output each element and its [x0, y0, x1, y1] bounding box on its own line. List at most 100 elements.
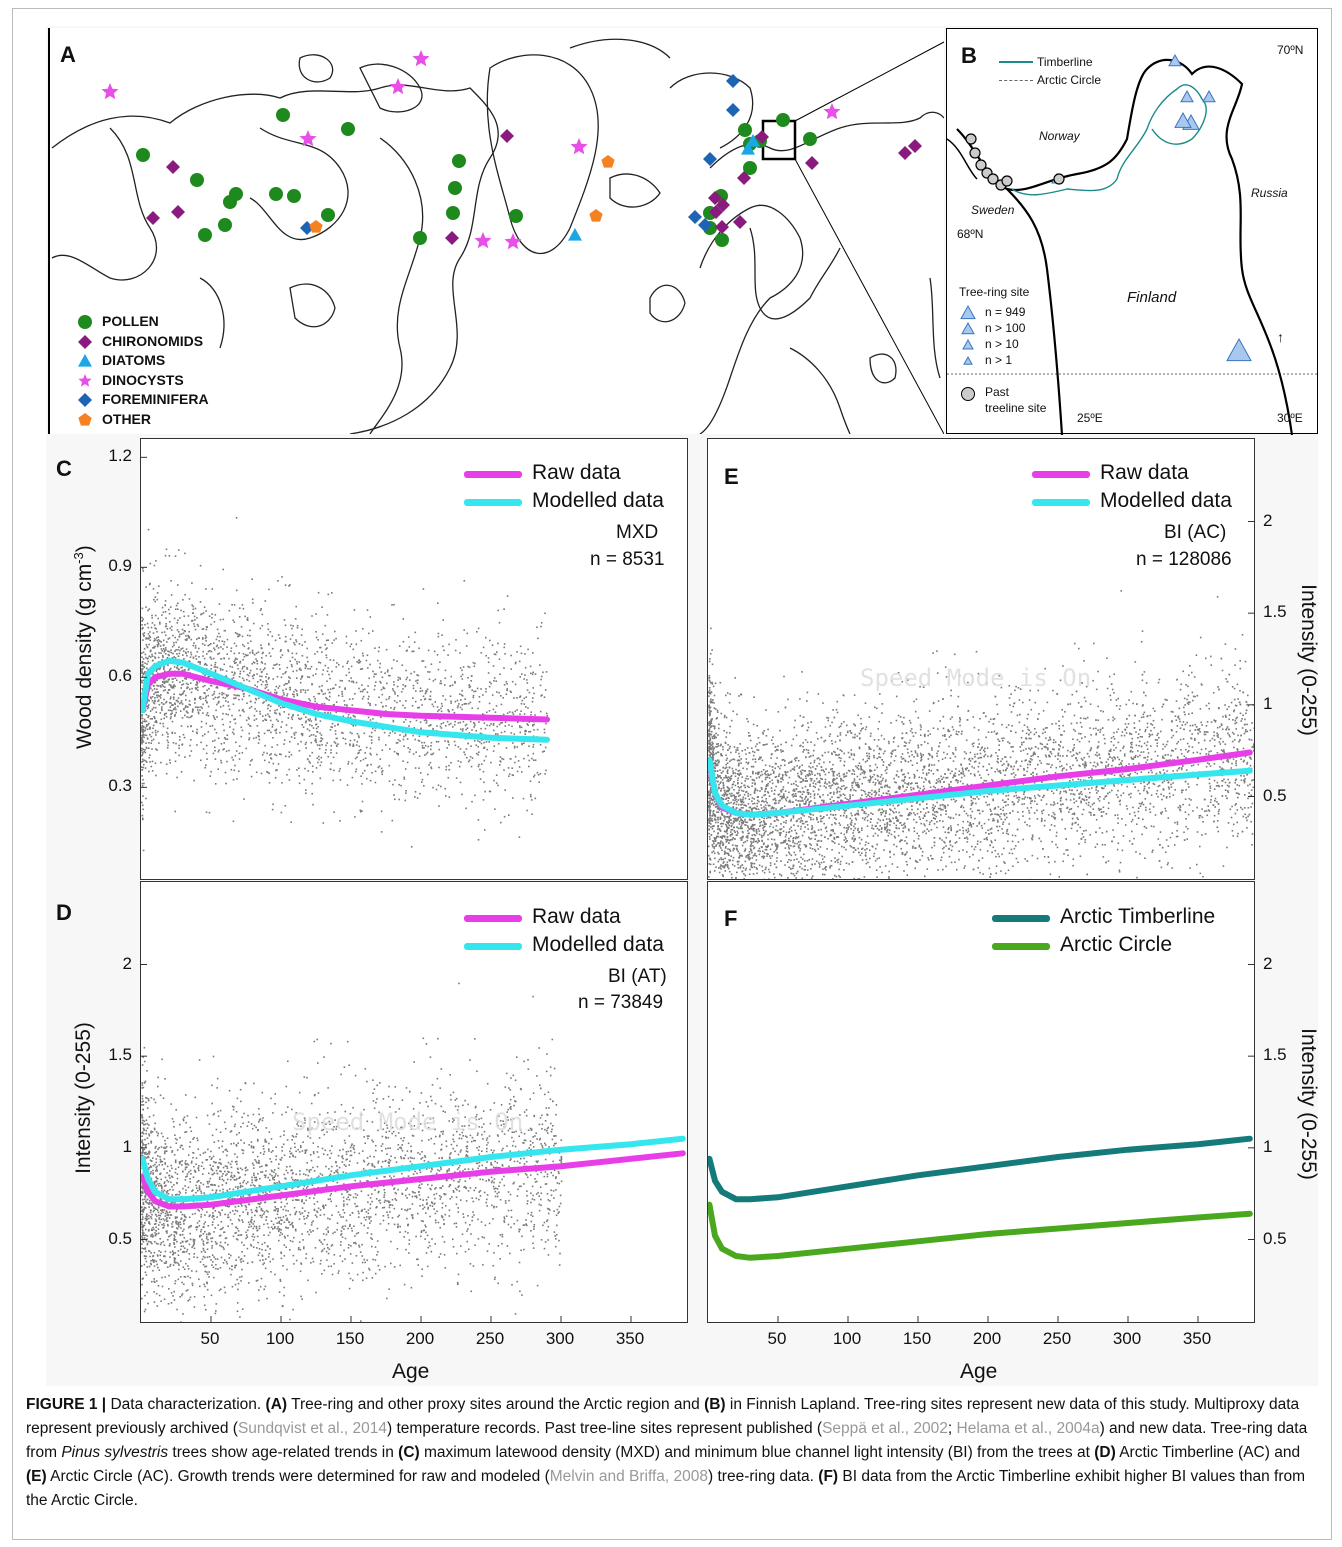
f-circle-legend-label: Arctic Circle — [1060, 933, 1173, 956]
past-site-label-1: Past — [985, 385, 1010, 399]
x-tick-label: 300 — [1112, 1329, 1142, 1348]
c-n-label: n = 8531 — [590, 549, 665, 570]
x-tick-label: 200 — [405, 1329, 435, 1348]
norway-label: Norway — [1039, 129, 1080, 143]
e-raw-legend-label: Raw data — [1100, 461, 1189, 484]
y-tick-label: 1.5 — [1263, 1045, 1287, 1065]
chart-e-svg — [708, 521, 1254, 879]
circle-marker — [287, 189, 301, 203]
panel-e-plot — [707, 438, 1255, 880]
diamond-marker — [78, 393, 92, 408]
y-tick-label: 0.6 — [108, 666, 132, 686]
x-tick-label: 200 — [972, 1329, 1002, 1348]
diamond-marker — [708, 191, 722, 205]
star-marker — [570, 138, 588, 155]
circle-marker — [136, 148, 150, 162]
d-y-axis-title: Intensity (0-255) — [72, 1022, 95, 1174]
pentagon-marker — [309, 220, 323, 233]
panel-e-letter: E — [724, 464, 739, 489]
panel-c-plot — [140, 438, 688, 880]
x-tick-label: 350 — [615, 1329, 645, 1348]
diatoms-legend-icon — [78, 354, 92, 367]
diamond-marker — [688, 210, 702, 224]
size-legend-label: n > 10 — [985, 337, 1019, 351]
circle-marker — [78, 315, 92, 329]
star-marker — [474, 232, 492, 249]
y-tick-label: 0.5 — [108, 1228, 132, 1248]
f-timberline-legend-line — [992, 915, 1050, 922]
finland-label: Finland — [1127, 289, 1177, 306]
panel-b-map: B Timberline Arctic Circle 70ºN 68ºN 25º… — [946, 28, 1319, 436]
legend-label-pollen: POLLEN — [102, 313, 159, 329]
legend-label-diatoms: DIATOMS — [102, 352, 166, 369]
d-x-axis-title: Age — [392, 1360, 430, 1383]
past-treeline-site-marker — [969, 147, 981, 159]
circle-marker — [776, 113, 790, 127]
circle-marker — [448, 181, 462, 195]
diamond-marker — [737, 171, 751, 185]
other-legend-icon — [78, 413, 92, 426]
y-tick-label: 0.3 — [108, 776, 132, 796]
past-treeline-site-marker — [1053, 173, 1065, 185]
tree-ring-site-marker — [1202, 89, 1216, 103]
circle-marker — [321, 208, 335, 222]
pentagon-marker — [78, 413, 92, 426]
diamond-marker — [703, 152, 717, 166]
citation-link[interactable]: Seppä et al., 2002 — [822, 1420, 948, 1437]
circle-marker — [198, 228, 212, 242]
legend-label-foreminifera: FOREMINIFERA — [102, 391, 209, 408]
diamond-marker — [166, 160, 180, 174]
e-modelled-legend-line — [1032, 499, 1090, 506]
y-tick-label: 1 — [1263, 1136, 1273, 1156]
c-raw-legend-label: Raw data — [532, 461, 621, 484]
north-arrow-icon: ↑ — [1277, 329, 1284, 345]
site-size-legend-icon — [961, 321, 975, 335]
citation-link[interactable]: Melvin and Briffa, 2008 — [549, 1468, 709, 1485]
figure-caption: FIGURE 1 | Data characterization. (A) Tr… — [26, 1396, 1308, 1509]
d-raw-legend-label: Raw data — [532, 905, 621, 928]
citation-link[interactable]: Sundqvist et al., 2014 — [237, 1420, 388, 1437]
e-modelled-legend-label: Modelled data — [1100, 489, 1232, 512]
timberline-legend-label: Timberline — [1037, 55, 1093, 69]
circle-marker — [341, 122, 355, 136]
circle-marker — [276, 108, 290, 122]
diamond-marker — [755, 130, 769, 144]
panel-f-plot — [707, 881, 1255, 1323]
tree-ring-site-marker — [1174, 111, 1192, 128]
diamond-marker — [726, 74, 740, 88]
russia-label: Russia — [1251, 186, 1288, 200]
x-tick-label: 300 — [545, 1329, 575, 1348]
y-tick-label: 0.5 — [1263, 785, 1287, 805]
circle-marker — [738, 123, 752, 137]
diamond-marker — [908, 139, 922, 153]
y-tick-label: 0.9 — [108, 556, 132, 576]
series-line — [141, 657, 550, 743]
e-y-axis-title: Intensity (0-255) — [1297, 584, 1320, 736]
tree-ring-site-label: Tree-ring site — [959, 285, 1030, 299]
circle-marker — [413, 231, 427, 245]
panel-c-letter: C — [56, 456, 72, 481]
d-watermark: Speed Mode is On — [292, 1108, 524, 1136]
panel-d-letter: D — [56, 900, 72, 925]
citation-link[interactable]: Helama et al., 2004a — [956, 1420, 1100, 1437]
panel-b-letter: B — [961, 43, 977, 68]
triangle-marker — [78, 354, 92, 367]
lat-70-label: 70ºN — [1277, 43, 1304, 57]
panel-a-map: A POLLEN CHIRONOMIDS DIATOMS DINOCYSTS FOREM… — [48, 28, 945, 435]
x-tick-label: 100 — [265, 1329, 295, 1348]
site-size-legend-icon — [962, 338, 974, 350]
star-marker — [78, 373, 92, 387]
star-marker — [101, 83, 119, 100]
y-tick-label: 1 — [122, 1136, 132, 1156]
c-raw-legend-line — [464, 471, 522, 478]
circle-marker — [509, 209, 523, 223]
pollen-legend-icon — [78, 315, 92, 329]
y-tick-label: 1.5 — [108, 1045, 132, 1065]
size-legend-label: n > 100 — [985, 321, 1026, 335]
f-circle-legend-line — [992, 943, 1050, 950]
lat-68-label: 68ºN — [957, 227, 984, 241]
size-legend-label: n = 949 — [985, 305, 1026, 319]
y-tick-label: 1 — [1263, 693, 1273, 713]
chironomids-legend-icon — [78, 334, 92, 349]
e-raw-legend-line — [1032, 471, 1090, 478]
